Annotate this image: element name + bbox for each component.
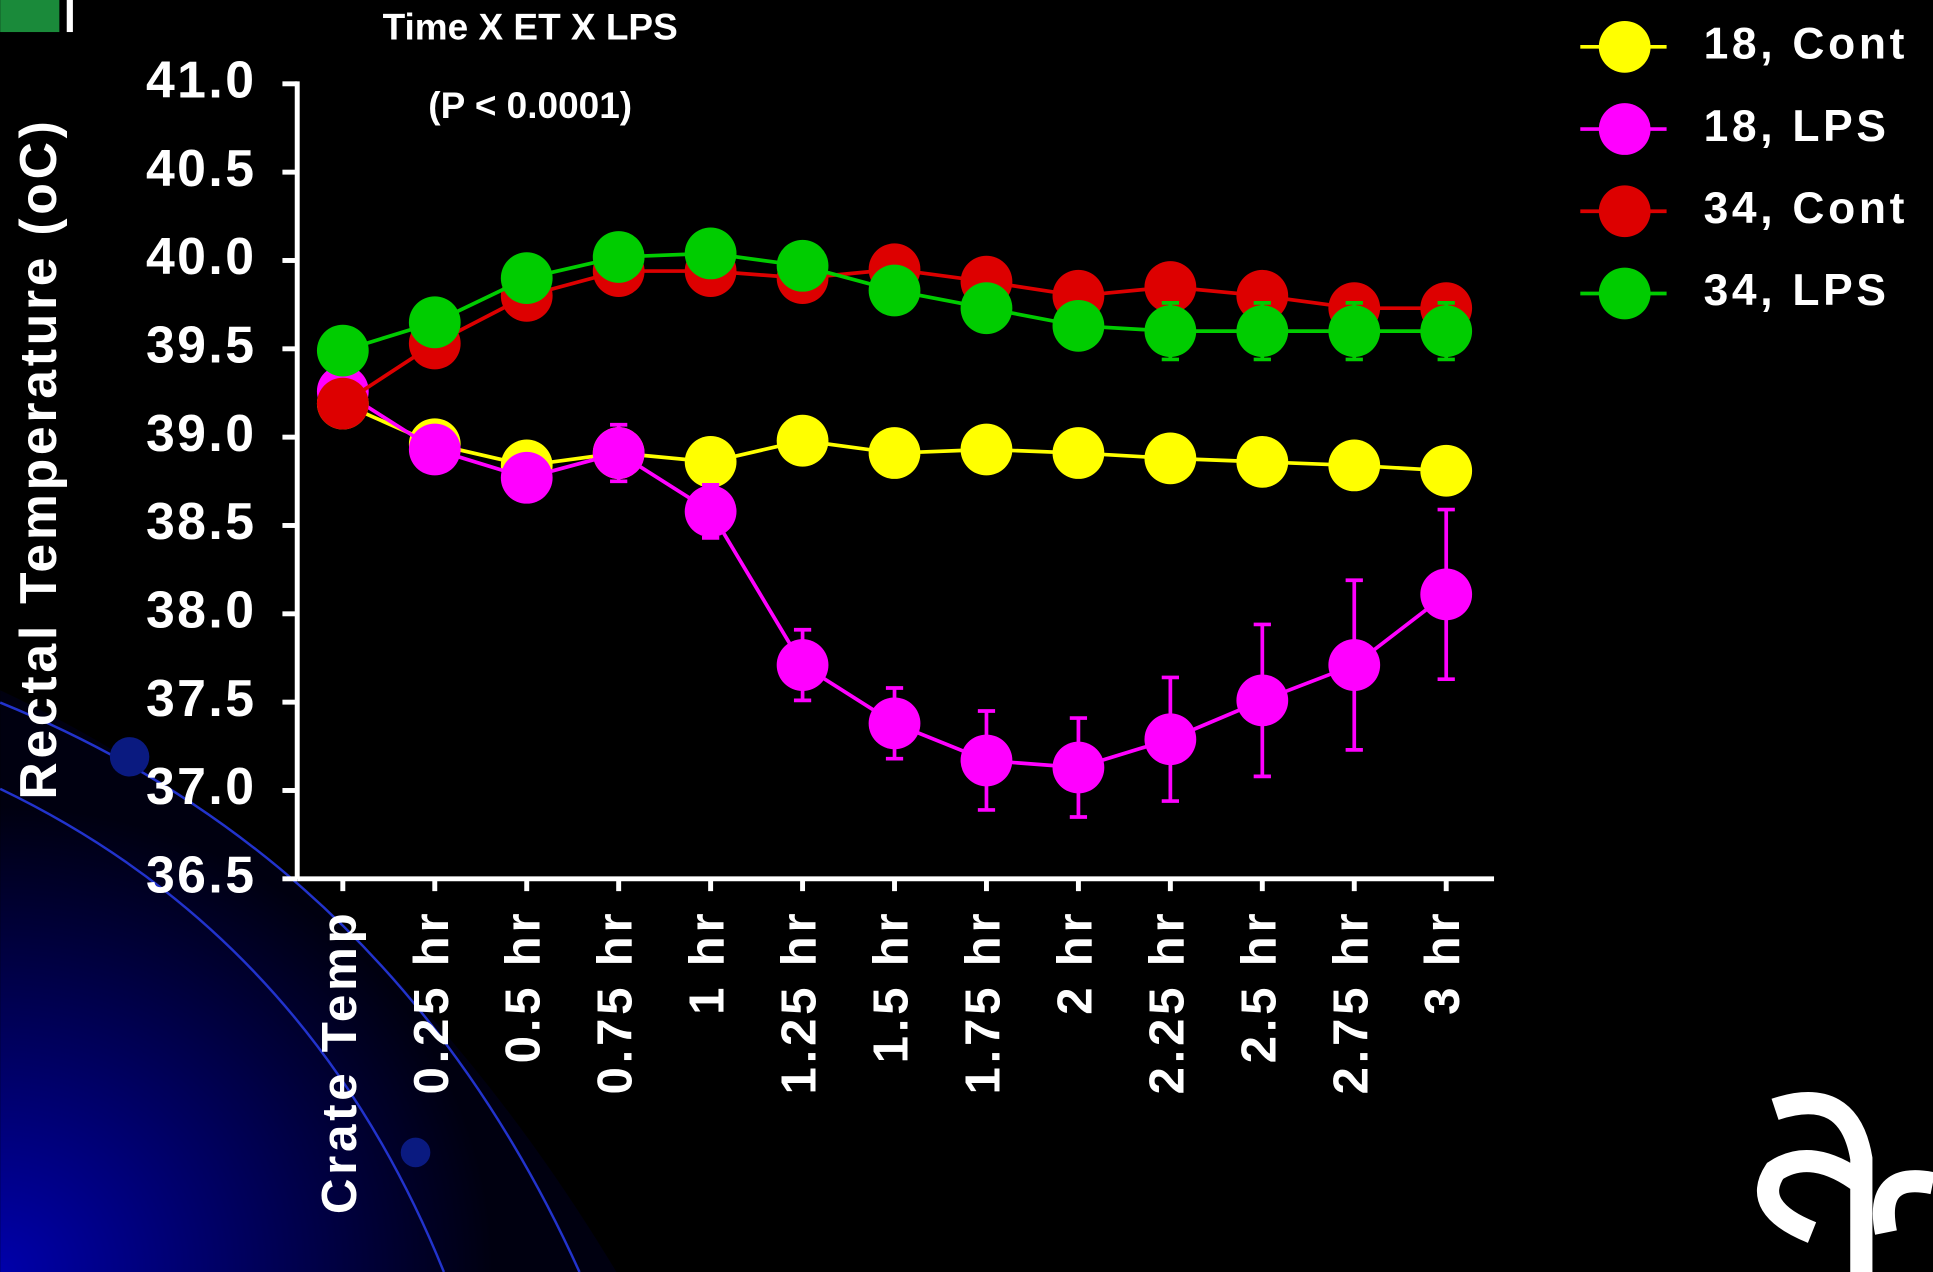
data-point (1144, 432, 1197, 485)
data-point (1144, 261, 1197, 313)
y-tick-label: 39.0 (146, 404, 257, 462)
x-tick-label: 3 hr (1415, 910, 1470, 1015)
x-tick-label: 1.25 hr (772, 910, 827, 1095)
data-point (592, 231, 645, 283)
y-tick-label: 39.5 (146, 315, 257, 373)
data-point (1052, 741, 1105, 794)
y-tick-label: 37.5 (146, 669, 257, 727)
legend-marker (1598, 185, 1651, 238)
data-point (1420, 305, 1473, 358)
data-point (316, 377, 369, 430)
data-point (1328, 305, 1381, 358)
y-tick-label: 40.0 (146, 227, 257, 285)
legend-label: 34, Cont (1704, 184, 1909, 233)
annotation: (P < 0.0001) (428, 85, 632, 126)
x-tick-label: 0.25 hr (404, 910, 459, 1095)
data-point (408, 296, 461, 349)
data-point (960, 282, 1013, 335)
y-tick-label: 38.5 (146, 492, 257, 550)
data-point (408, 423, 461, 476)
y-axis-title: Rectal Temperature (oC) (9, 117, 67, 799)
data-point (592, 427, 645, 479)
data-point (684, 227, 737, 280)
y-tick-label: 41.0 (146, 50, 257, 108)
data-point (1144, 713, 1197, 766)
legend-label: 34, LPS (1704, 266, 1890, 315)
data-point (684, 435, 737, 488)
data-point (1328, 639, 1381, 691)
data-point (960, 734, 1013, 787)
y-tick-label: 37.0 (146, 757, 257, 815)
data-point (868, 264, 921, 317)
legend-marker (1598, 103, 1651, 155)
data-point (868, 427, 921, 479)
x-tick-label: 0.75 hr (588, 910, 643, 1095)
legend-marker (1598, 20, 1651, 73)
legend-label: 18, Cont (1704, 20, 1909, 69)
x-tick-label: Crate Temp (312, 910, 367, 1215)
data-point (1328, 439, 1381, 492)
y-tick-label: 38.0 (146, 580, 257, 638)
chart-title: Time X ET X LPS (383, 6, 678, 47)
y-tick-label: 36.5 (146, 845, 257, 903)
data-point (776, 239, 829, 292)
data-point (684, 485, 737, 538)
data-point (1420, 444, 1473, 497)
legend-label: 18, LPS (1704, 102, 1890, 151)
x-tick-label: 2.25 hr (1139, 910, 1194, 1095)
decor-dot (400, 1137, 431, 1168)
data-point (1052, 427, 1105, 479)
data-point (776, 639, 829, 691)
decor-block (66, 0, 73, 33)
background-swoosh (0, 690, 617, 1272)
x-tick-label: 2.75 hr (1323, 910, 1378, 1095)
decor-curve (0, 701, 581, 1272)
data-point (1144, 305, 1197, 358)
decor-dot (109, 737, 150, 777)
legend-marker (1598, 267, 1651, 320)
data-point (868, 697, 921, 750)
data-point (1236, 674, 1289, 727)
x-tick-label: 0.5 hr (496, 910, 551, 1064)
data-point (500, 252, 553, 305)
data-point (960, 423, 1013, 476)
data-point (776, 414, 829, 467)
data-point (1052, 299, 1105, 352)
data-point (1420, 568, 1473, 621)
x-tick-label: 1.5 hr (864, 910, 919, 1064)
decor-block (0, 0, 60, 33)
x-tick-label: 1 hr (680, 910, 735, 1015)
x-tick-label: 2.5 hr (1231, 910, 1286, 1064)
logo (1756, 1092, 1933, 1272)
y-tick-label: 40.5 (146, 139, 257, 197)
data-point (1236, 305, 1289, 358)
decor-curve (0, 787, 446, 1272)
data-point (316, 324, 369, 377)
x-tick-label: 1.75 hr (955, 910, 1010, 1095)
x-tick-label: 2 hr (1047, 910, 1102, 1015)
data-point (500, 451, 553, 504)
data-point (1236, 435, 1289, 488)
